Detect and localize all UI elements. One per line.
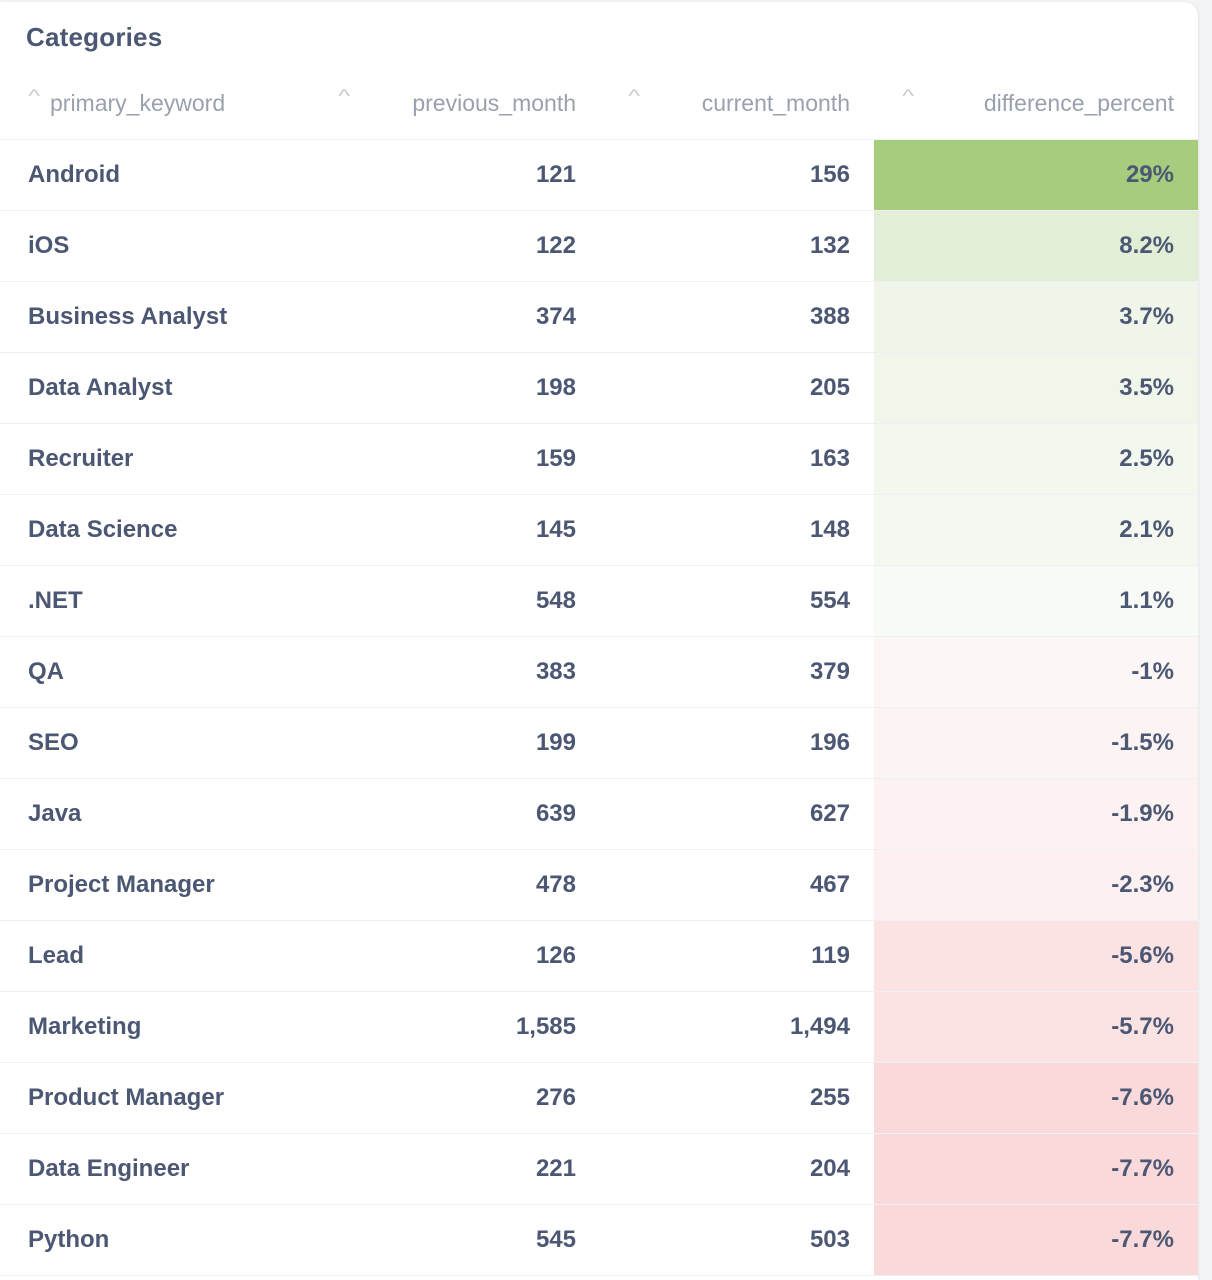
cell-difference-percent: -2.3% bbox=[874, 849, 1198, 921]
cell-primary-keyword: QA bbox=[0, 636, 310, 708]
cell-difference-percent: -7.7% bbox=[874, 1133, 1198, 1205]
table-row: Data Analyst 198 205 3.5% bbox=[0, 352, 1198, 424]
cell-previous-month: 639 bbox=[310, 778, 600, 850]
cell-previous-month: 145 bbox=[310, 494, 600, 566]
column-header-label: previous_month bbox=[412, 90, 576, 116]
table-row: Android 121 156 29% bbox=[0, 139, 1198, 211]
categories-table: ^ primary_keyword ^ previous_month ^ cur… bbox=[0, 68, 1198, 1276]
cell-previous-month: 198 bbox=[310, 352, 600, 424]
cell-difference-percent: -1.9% bbox=[874, 778, 1198, 850]
cell-previous-month: 478 bbox=[310, 849, 600, 921]
table-row: iOS 122 132 8.2% bbox=[0, 210, 1198, 282]
sort-chevron-icon[interactable]: ^ bbox=[902, 86, 915, 106]
cell-previous-month: 159 bbox=[310, 423, 600, 495]
table-row: Data Engineer 221 204 -7.7% bbox=[0, 1133, 1198, 1205]
cell-current-month: 503 bbox=[600, 1204, 874, 1276]
cell-primary-keyword: Python bbox=[0, 1204, 310, 1276]
cell-difference-percent: -5.6% bbox=[874, 920, 1198, 992]
cell-current-month: 132 bbox=[600, 210, 874, 282]
cell-primary-keyword: Data Science bbox=[0, 494, 310, 566]
cell-previous-month: 126 bbox=[310, 920, 600, 992]
cell-difference-percent: 3.7% bbox=[874, 281, 1198, 353]
cell-previous-month: 122 bbox=[310, 210, 600, 282]
cell-difference-percent: 29% bbox=[874, 139, 1198, 211]
cell-difference-percent: -1% bbox=[874, 636, 1198, 708]
cell-current-month: 388 bbox=[600, 281, 874, 353]
cell-primary-keyword: iOS bbox=[0, 210, 310, 282]
table-row: Recruiter 159 163 2.5% bbox=[0, 423, 1198, 495]
cell-previous-month: 383 bbox=[310, 636, 600, 708]
column-header-current-month[interactable]: ^ current_month bbox=[600, 68, 874, 140]
cell-primary-keyword: Marketing bbox=[0, 991, 310, 1063]
table-row: Business Analyst 374 388 3.7% bbox=[0, 281, 1198, 353]
cell-current-month: 156 bbox=[600, 139, 874, 211]
column-header-previous-month[interactable]: ^ previous_month bbox=[310, 68, 600, 140]
cell-current-month: 163 bbox=[600, 423, 874, 495]
cell-primary-keyword: SEO bbox=[0, 707, 310, 779]
card-title: Categories bbox=[26, 22, 163, 52]
cell-primary-keyword: Recruiter bbox=[0, 423, 310, 495]
cell-primary-keyword: Data Analyst bbox=[0, 352, 310, 424]
table-row: Data Science 145 148 2.1% bbox=[0, 494, 1198, 566]
cell-previous-month: 548 bbox=[310, 565, 600, 637]
cell-difference-percent: -7.7% bbox=[874, 1204, 1198, 1276]
cell-current-month: 204 bbox=[600, 1133, 874, 1205]
cell-current-month: 196 bbox=[600, 707, 874, 779]
table-row: Lead 126 119 -5.6% bbox=[0, 920, 1198, 992]
cell-current-month: 554 bbox=[600, 565, 874, 637]
sort-chevron-icon[interactable]: ^ bbox=[28, 86, 41, 106]
column-header-primary-keyword[interactable]: ^ primary_keyword bbox=[0, 68, 310, 140]
cell-current-month: 255 bbox=[600, 1062, 874, 1134]
cell-difference-percent: 1.1% bbox=[874, 565, 1198, 637]
table-row: Marketing 1,585 1,494 -5.7% bbox=[0, 991, 1198, 1063]
cell-primary-keyword: Android bbox=[0, 139, 310, 211]
column-header-label: difference_percent bbox=[983, 90, 1174, 116]
table-row: QA 383 379 -1% bbox=[0, 636, 1198, 708]
sort-chevron-icon[interactable]: ^ bbox=[338, 86, 351, 106]
cell-difference-percent: 3.5% bbox=[874, 352, 1198, 424]
cell-primary-keyword: Data Engineer bbox=[0, 1133, 310, 1205]
cell-difference-percent: 8.2% bbox=[874, 210, 1198, 282]
cell-current-month: 1,494 bbox=[600, 991, 874, 1063]
cell-previous-month: 221 bbox=[310, 1133, 600, 1205]
column-header-label: primary_keyword bbox=[50, 90, 226, 116]
cell-previous-month: 374 bbox=[310, 281, 600, 353]
cell-current-month: 379 bbox=[600, 636, 874, 708]
cell-previous-month: 276 bbox=[310, 1062, 600, 1134]
sort-chevron-icon[interactable]: ^ bbox=[628, 86, 641, 106]
cell-primary-keyword: Java bbox=[0, 778, 310, 850]
cell-current-month: 467 bbox=[600, 849, 874, 921]
table-row: SEO 199 196 -1.5% bbox=[0, 707, 1198, 779]
cell-primary-keyword: Lead bbox=[0, 920, 310, 992]
table-row: Project Manager 478 467 -2.3% bbox=[0, 849, 1198, 921]
column-header-label: current_month bbox=[701, 90, 850, 116]
table-header-row: ^ primary_keyword ^ previous_month ^ cur… bbox=[0, 68, 1198, 140]
table-row: Java 639 627 -1.9% bbox=[0, 778, 1198, 850]
cell-current-month: 148 bbox=[600, 494, 874, 566]
table-body: Android 121 156 29% iOS 122 132 8.2% Business An… bbox=[0, 139, 1198, 1276]
cell-primary-keyword: .NET bbox=[0, 565, 310, 637]
column-header-difference-percent[interactable]: ^ difference_percent bbox=[874, 68, 1198, 140]
cell-previous-month: 199 bbox=[310, 707, 600, 779]
cell-difference-percent: 2.1% bbox=[874, 494, 1198, 566]
cell-current-month: 205 bbox=[600, 352, 874, 424]
cell-current-month: 627 bbox=[600, 778, 874, 850]
cell-previous-month: 545 bbox=[310, 1204, 600, 1276]
cell-primary-keyword: Product Manager bbox=[0, 1062, 310, 1134]
table-row: .NET 548 554 1.1% bbox=[0, 565, 1198, 637]
cell-difference-percent: -1.5% bbox=[874, 707, 1198, 779]
cell-difference-percent: 2.5% bbox=[874, 423, 1198, 495]
cell-difference-percent: -7.6% bbox=[874, 1062, 1198, 1134]
table-row: Python 545 503 -7.7% bbox=[0, 1204, 1198, 1276]
cell-current-month: 119 bbox=[600, 920, 874, 992]
cell-previous-month: 121 bbox=[310, 139, 600, 211]
cell-primary-keyword: Project Manager bbox=[0, 849, 310, 921]
cell-previous-month: 1,585 bbox=[310, 991, 600, 1063]
cell-primary-keyword: Business Analyst bbox=[0, 281, 310, 353]
cell-difference-percent: -5.7% bbox=[874, 991, 1198, 1063]
table-row: Product Manager 276 255 -7.6% bbox=[0, 1062, 1198, 1134]
